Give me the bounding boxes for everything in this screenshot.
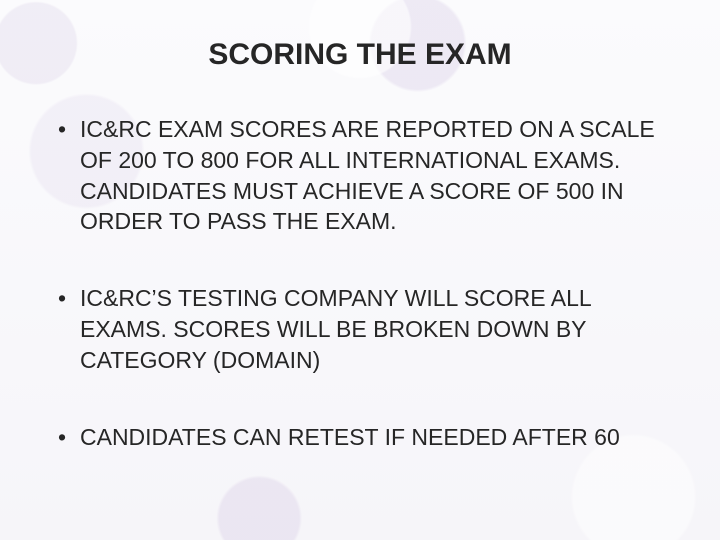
list-item: IC&RC EXAM SCORES ARE REPORTED ON A SCAL…	[52, 114, 672, 237]
slide-container: SCORING THE EXAM IC&RC EXAM SCORES ARE R…	[0, 0, 720, 540]
bullet-text: IC&RC EXAM SCORES ARE REPORTED ON A SCAL…	[80, 116, 655, 234]
bullet-text: IC&RC’S TESTING COMPANY WILL SCORE ALL E…	[80, 285, 591, 373]
slide-title: SCORING THE EXAM	[48, 38, 672, 72]
bullet-list: IC&RC EXAM SCORES ARE REPORTED ON A SCAL…	[48, 114, 672, 453]
list-item: IC&RC’S TESTING COMPANY WILL SCORE ALL E…	[52, 283, 672, 375]
bullet-text: CANDIDATES CAN RETEST IF NEEDED AFTER 60	[80, 424, 620, 450]
list-item: CANDIDATES CAN RETEST IF NEEDED AFTER 60	[52, 422, 672, 453]
